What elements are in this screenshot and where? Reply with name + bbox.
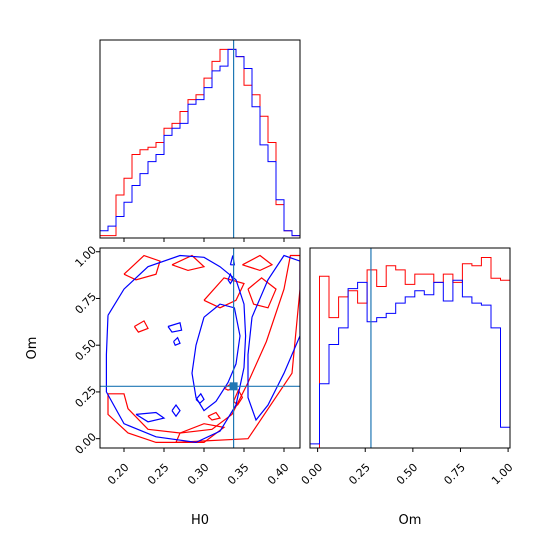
contour-xtick-label: 0.30 — [185, 461, 212, 488]
contour-series-0-level-0 — [175, 254, 300, 443]
contour-series-1-level-4 — [167, 322, 183, 333]
contour-series-0-level-1 — [107, 393, 226, 443]
xlabel-H0: H0 — [191, 513, 209, 528]
hist-H0-series-0-step — [100, 48, 300, 238]
contour-ytick-label: 0.75 — [73, 290, 100, 317]
hist-H0-frame — [99, 39, 301, 239]
contour-series-0-level-5 — [242, 254, 274, 272]
contour-xtick-label: 0.40 — [265, 461, 292, 488]
hist-Om-xtick-label: 0.25 — [346, 461, 373, 488]
contour-series-1-level-0 — [105, 254, 247, 444]
contour-ytick-label: 0.25 — [73, 384, 100, 411]
contour-series-1-level-1 — [191, 303, 241, 412]
contour-xtick-label: 0.25 — [145, 461, 172, 488]
ylabel-Om: Om — [25, 337, 40, 360]
panel-contour-H0-Om: 0.20 0.25 0.30 0.35 0.40 0.00 0.25 0.50 0.75 1.00… — [25, 243, 301, 528]
contour-frame — [99, 247, 301, 449]
contour-series-1-level-2 — [247, 254, 300, 422]
hist-H0-series-1-step — [100, 48, 300, 238]
contour-series-0-level-3 — [171, 254, 206, 272]
contour-series-0-level-8 — [207, 411, 222, 421]
hist-Om-xtick-label: 0.75 — [441, 461, 468, 488]
hist-Om-frame — [309, 247, 511, 449]
contour-xtick-label: 0.35 — [225, 461, 252, 488]
hist-Om-xtick-label: 0.00 — [299, 461, 326, 488]
hist-Om-xtick-label: 0.50 — [394, 461, 421, 488]
panel-hist-Om: 0.00 0.25 0.50 0.75 1.00 Om — [299, 247, 516, 528]
hist-Om-xtick-label: 1.00 — [489, 461, 516, 488]
panel-hist-H0 — [99, 39, 301, 242]
contour-ytick-label: 1.00 — [73, 243, 100, 270]
xlabel-Om: Om — [399, 513, 422, 528]
hist-Om-series-1-step — [310, 279, 510, 448]
contour-series-1-level-6 — [171, 403, 181, 418]
contour-ytick-label: 0.50 — [73, 337, 100, 364]
contour-truth-marker — [229, 382, 238, 391]
contour-ytick-label: 0.00 — [73, 430, 100, 457]
contour-series-0-level-2 — [123, 254, 161, 281]
contour-series-1-level-3 — [135, 411, 166, 423]
contour-series-1-level-8 — [227, 272, 234, 285]
contour-series-0-level-7 — [133, 320, 149, 333]
contour-series-1-level-5 — [173, 336, 181, 346]
contour-xtick-label: 0.20 — [105, 461, 132, 488]
contour-series-1-level-9 — [195, 392, 205, 404]
contour-series-0-level-6 — [247, 277, 277, 309]
hist-Om-series-0-step — [310, 257, 510, 448]
